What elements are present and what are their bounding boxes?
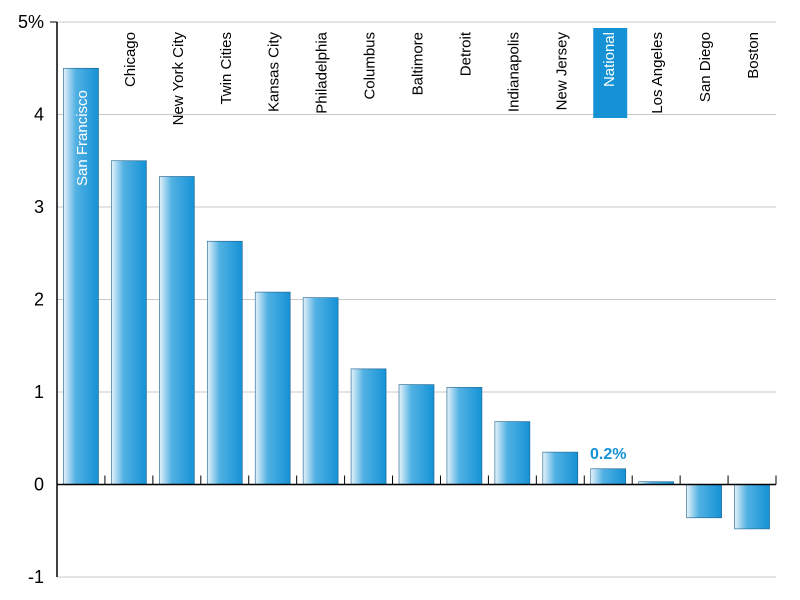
category-label-text: San Diego	[697, 32, 714, 102]
bar-national	[590, 468, 627, 485]
y-tick-label: 3	[34, 197, 44, 217]
category-label-text: Philadelphia	[314, 31, 331, 113]
category-label-kansas-city: Kansas City	[266, 32, 283, 113]
y-tick-label: 4	[34, 105, 44, 125]
category-label-text: Boston	[745, 32, 762, 79]
bar-indianapolis	[494, 421, 531, 485]
bar-twin-cities	[206, 240, 243, 485]
category-label-columbus: Columbus	[362, 32, 379, 100]
bars	[63, 67, 770, 530]
category-label-baltimore: Baltimore	[410, 32, 427, 95]
bar-detroit	[446, 387, 483, 485]
category-label-detroit: Detroit	[457, 31, 474, 76]
category-label-los-angeles: Los Angeles	[649, 32, 666, 114]
category-label-indianapolis: Indianapolis	[505, 32, 522, 112]
y-tick-label: 0	[34, 475, 44, 495]
highlight-label-background	[593, 28, 628, 118]
y-tick-label: 1	[34, 382, 44, 402]
category-label-new-jersey: New Jersey	[553, 32, 570, 111]
y-tick-label: -1	[28, 567, 44, 587]
category-label-text: New Jersey	[553, 32, 570, 111]
category-label-text: San Francisco	[74, 90, 91, 186]
category-label-san-francisco: San Francisco	[74, 90, 91, 186]
category-label-national: National	[593, 28, 628, 118]
bar-boston	[734, 484, 770, 530]
category-label-text: National	[601, 32, 618, 87]
bar-new-york-city	[159, 176, 195, 485]
category-label-chicago: Chicago	[122, 32, 139, 87]
bar-philadelphia	[302, 297, 339, 485]
y-tick-label: 5%	[18, 12, 44, 32]
bar-san-diego	[686, 484, 722, 519]
category-label-text: Columbus	[362, 32, 379, 100]
category-label-text: Twin Cities	[218, 32, 235, 105]
bar-kansas-city	[254, 291, 291, 485]
category-label-new-york-city: New York City	[170, 32, 187, 126]
category-label-text: Los Angeles	[649, 32, 666, 114]
category-label-text: Chicago	[122, 32, 139, 87]
category-label-text: Kansas City	[266, 32, 283, 113]
category-label-text: New York City	[170, 32, 187, 126]
bar-new-jersey	[542, 451, 579, 485]
labels: 5% 4 3 2 1 0 -1 San Francisco Chicago New York Ci…	[18, 12, 762, 587]
bar-baltimore	[398, 384, 435, 485]
bar-chicago	[111, 160, 147, 485]
y-tick-label: 2	[34, 290, 44, 310]
category-label-san-diego: San Diego	[697, 32, 714, 102]
category-label-text: Baltimore	[410, 32, 427, 95]
category-label-twin-cities: Twin Cities	[218, 32, 235, 105]
category-label-philadelphia: Philadelphia	[314, 31, 331, 113]
category-label-boston: Boston	[745, 32, 762, 79]
data-label-national: 0.2%	[590, 446, 626, 463]
category-label-text: Detroit	[457, 31, 474, 76]
bar-columbus	[350, 368, 387, 485]
axes	[50, 21, 777, 577]
category-label-text: Indianapolis	[505, 32, 522, 112]
